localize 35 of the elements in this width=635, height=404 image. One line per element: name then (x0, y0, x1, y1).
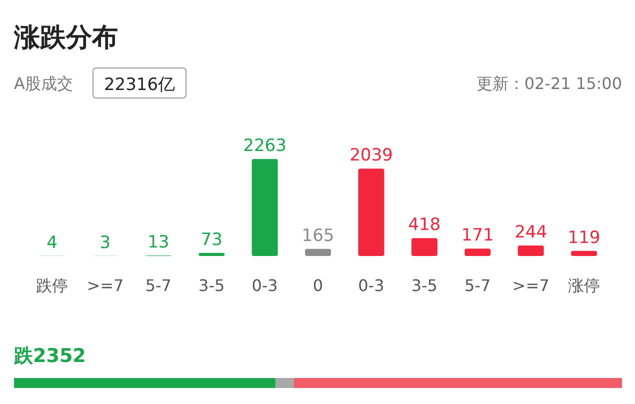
x-tick-label: 0-3 (252, 276, 278, 295)
data-label: 171 (461, 226, 494, 246)
bar (518, 246, 544, 256)
data-label: 4 (46, 232, 58, 253)
bar (305, 248, 331, 256)
data-label: 3 (100, 232, 111, 253)
x-tick-label: 跌停 (36, 276, 68, 295)
bar (358, 168, 384, 256)
data-label: 244 (514, 222, 548, 243)
x-tick-label: 3-5 (198, 276, 225, 295)
bar (464, 248, 491, 256)
x-tick-label: 涨停 (568, 276, 600, 295)
data-label: 73 (200, 230, 222, 250)
text: 跌2352 (13, 345, 86, 367)
x-tick-label: 3-5 (411, 276, 438, 295)
x-tick-label: 5-7 (145, 276, 172, 295)
bar (198, 252, 225, 256)
data-label: 165 (302, 226, 334, 246)
chart-title: 涨跌分布 (13, 23, 118, 53)
data-label: 418 (408, 215, 441, 236)
bar (252, 159, 278, 256)
chart-subtitle: A股成交 (14, 74, 73, 93)
data-label: 2039 (350, 146, 393, 166)
text: 更新：02-21 15:00 (476, 74, 622, 93)
x-tick-label: 5-7 (464, 276, 491, 295)
x-tick-label: 0 (312, 276, 324, 295)
x-tick-label: >=7 (86, 276, 124, 295)
x-tick-label: >=7 (512, 276, 550, 295)
x-tick-label: 0-3 (358, 276, 384, 295)
bar (411, 238, 438, 256)
bar (571, 250, 597, 256)
data-label: 2263 (243, 136, 286, 156)
text: 22316亿 (104, 75, 176, 95)
data-label: 119 (568, 228, 600, 248)
data-label: 13 (148, 232, 170, 252)
